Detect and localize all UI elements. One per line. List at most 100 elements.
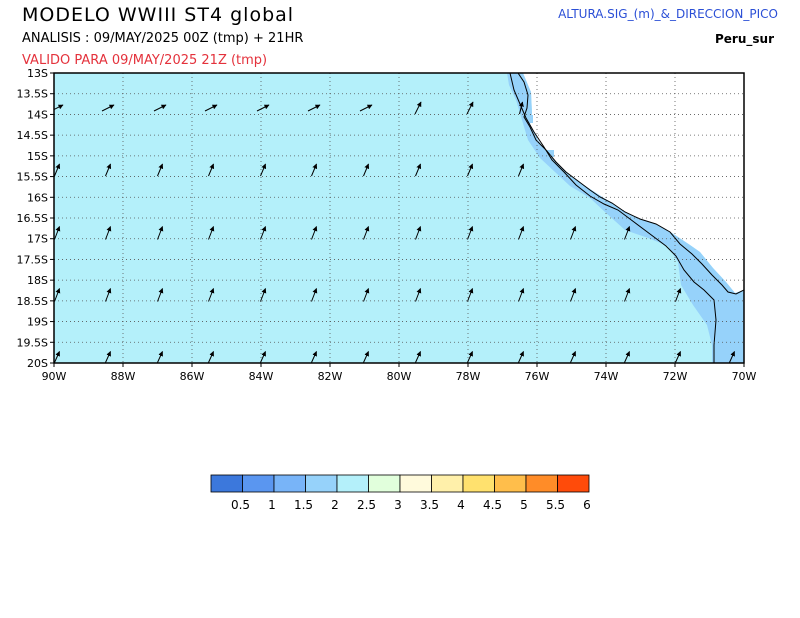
colorbar-label: 5.5 (546, 498, 565, 512)
colorbar-swatch (525, 474, 558, 493)
wave-direction-arrow (675, 351, 681, 363)
colorbar-label: 6 (583, 498, 591, 512)
wave-direction-arrow (363, 288, 370, 302)
colorbar-label: 2.5 (357, 498, 376, 512)
lon-label: 78W (456, 370, 481, 383)
wave-direction-arrow (414, 101, 422, 115)
lon-label: 84W (249, 370, 274, 383)
lon-label: 86W (180, 370, 205, 383)
wave-direction-arrow (105, 226, 112, 240)
wave-direction-arrow (260, 351, 266, 363)
wave-direction-arrow (311, 163, 318, 177)
wave-direction-arrow (208, 163, 215, 177)
colorbar-swatch (462, 474, 495, 493)
wave-direction-arrow (363, 351, 369, 363)
wave-direction-arrow (624, 288, 631, 302)
wave-direction-arrow (466, 101, 474, 115)
wave-direction-arrow (105, 163, 112, 177)
wave-direction-arrow (311, 351, 317, 363)
wave-direction-arrow (157, 351, 163, 363)
lat-label: 15S (27, 150, 48, 163)
wave-direction-arrow (260, 226, 267, 240)
map-title: MODELO WWIII ST4 global (22, 4, 295, 26)
wave-direction-arrow (518, 163, 525, 177)
wave-direction-arrow (359, 104, 373, 112)
wave-direction-arrow (624, 351, 630, 363)
lat-label: 14S (27, 108, 48, 121)
wave-direction-arrow (415, 226, 422, 240)
colorbar-swatch (305, 474, 338, 493)
valid-time-label: VALIDO PARA 09/MAY/2025 21Z (tmp) (22, 53, 268, 68)
wave-direction-arrow (256, 104, 270, 112)
lat-label: 20S (27, 357, 48, 370)
lon-label: 74W (594, 370, 619, 383)
colorbar-swatch (273, 474, 306, 493)
colorbar-swatch (210, 474, 243, 493)
lon-label: 70W (732, 370, 757, 383)
wave-direction-arrow (208, 288, 215, 302)
wave-direction-arrow (101, 104, 115, 112)
analysis-time-label: ANALISIS : 09/MAY/2025 00Z (tmp) + 21HR (22, 31, 304, 46)
wave-direction-arrow (570, 288, 577, 302)
wave-direction-arrow (467, 226, 474, 240)
colorbar-swatch (336, 474, 369, 493)
wave-direction-arrow (415, 163, 422, 177)
wave-direction-arrow (54, 226, 61, 240)
colorbar-label: 3 (394, 498, 402, 512)
lat-label: 18.5S (17, 295, 48, 308)
wave-direction-arrow (518, 351, 524, 363)
wave-direction-arrow (307, 104, 321, 112)
wave-direction-arrow (570, 226, 577, 240)
lon-label: 82W (318, 370, 343, 383)
wave-direction-arrows (54, 101, 735, 363)
wave-direction-arrow (363, 163, 370, 177)
wave-direction-arrow (204, 104, 218, 112)
wave-direction-arrow (415, 288, 422, 302)
colorbar-swatch (431, 474, 464, 493)
wave-direction-arrow (518, 101, 524, 115)
lat-label: 13.5S (17, 88, 48, 101)
wave-direction-arrow (157, 288, 164, 302)
colorbar-swatch (368, 474, 401, 493)
colorbar-label: 2 (331, 498, 339, 512)
wave-direction-arrow (570, 351, 576, 363)
coastline (517, 73, 744, 295)
wave-direction-arrow (260, 163, 267, 177)
land-area (523, 73, 744, 293)
wave-direction-arrow (311, 288, 318, 302)
lat-label: 18S (27, 274, 48, 287)
lon-label: 80W (387, 370, 412, 383)
colorbar-swatch (557, 474, 590, 493)
wave-direction-arrow (415, 351, 421, 363)
wave-direction-arrow (467, 351, 473, 363)
colorbar-swatch (399, 474, 432, 493)
wave-direction-arrow (157, 226, 164, 240)
lat-label: 14.5S (17, 129, 48, 142)
lat-label: 19S (27, 316, 48, 329)
wave-direction-arrow (105, 288, 112, 302)
wave-direction-arrow (105, 351, 111, 363)
wave-direction-arrow (208, 226, 215, 240)
wave-direction-arrow (54, 163, 61, 177)
lat-label: 17.5S (17, 253, 48, 266)
lat-label: 19.5S (17, 336, 48, 349)
colorbar-label: 1.5 (294, 498, 313, 512)
wave-direction-arrow (157, 163, 164, 177)
colorbar-label: 1 (268, 498, 276, 512)
colorbar-swatch (242, 474, 275, 493)
lat-label: 16S (27, 191, 48, 204)
wave-direction-arrow (54, 104, 64, 111)
wave-direction-arrow (675, 288, 682, 302)
lat-label: 16.5S (17, 212, 48, 225)
wave-direction-arrow (518, 288, 525, 302)
wave-direction-arrow (518, 226, 525, 240)
wave-direction-arrow (311, 226, 318, 240)
wave-direction-arrow (624, 226, 631, 240)
wave-direction-arrow (467, 288, 474, 302)
colorbar-label: 4 (457, 498, 465, 512)
wave-direction-arrow (729, 351, 735, 363)
lon-label: 72W (663, 370, 688, 383)
wave-direction-arrow (153, 104, 167, 112)
lat-label: 13S (27, 67, 48, 80)
